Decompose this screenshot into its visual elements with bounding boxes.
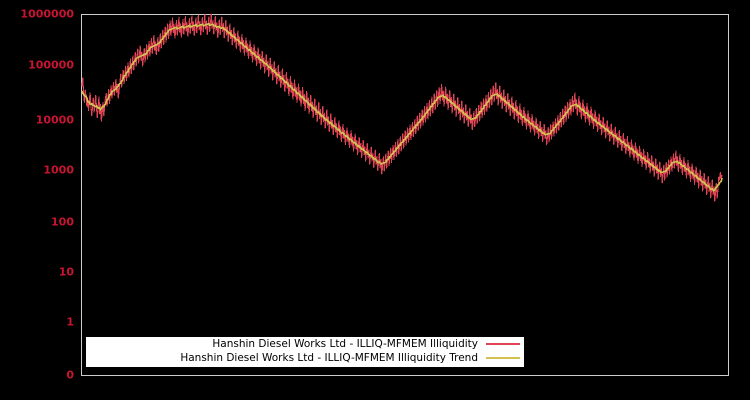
y-axis-tick-label: 10	[58, 265, 74, 279]
illiquidity-trend-line	[81, 22, 723, 192]
y-axis-tick-label: 1000	[43, 163, 74, 177]
legend-swatch-illiquidity-trend	[486, 357, 520, 359]
legend-label: Hanshin Diesel Works Ltd - ILLIQ-MFMEM I…	[180, 352, 478, 364]
axes-frame	[81, 14, 729, 376]
y-axis-tick-label: 100	[51, 215, 74, 229]
y-axis-tick-label: 1	[66, 315, 74, 329]
legend-label: Hanshin Diesel Works Ltd - ILLIQ-MFMEM I…	[212, 338, 478, 350]
chart-legend: Hanshin Diesel Works Ltd - ILLIQ-MFMEM I…	[86, 337, 524, 367]
y-axis-tick-label: 10000	[35, 113, 74, 127]
legend-swatch-illiquidity	[486, 343, 520, 345]
legend-entry: Hanshin Diesel Works Ltd - ILLIQ-MFMEM I…	[86, 337, 524, 351]
y-axis-tick-label: 100000	[28, 58, 74, 72]
y-axis-tick-label: 0	[66, 368, 74, 382]
legend-entry: Hanshin Diesel Works Ltd - ILLIQ-MFMEM I…	[86, 351, 524, 365]
y-axis-tick-label: 1000000	[20, 7, 74, 21]
series-illiquidity	[81, 13, 723, 202]
series-illiquidity-trend	[81, 22, 723, 192]
illiquidity-line	[81, 13, 723, 202]
